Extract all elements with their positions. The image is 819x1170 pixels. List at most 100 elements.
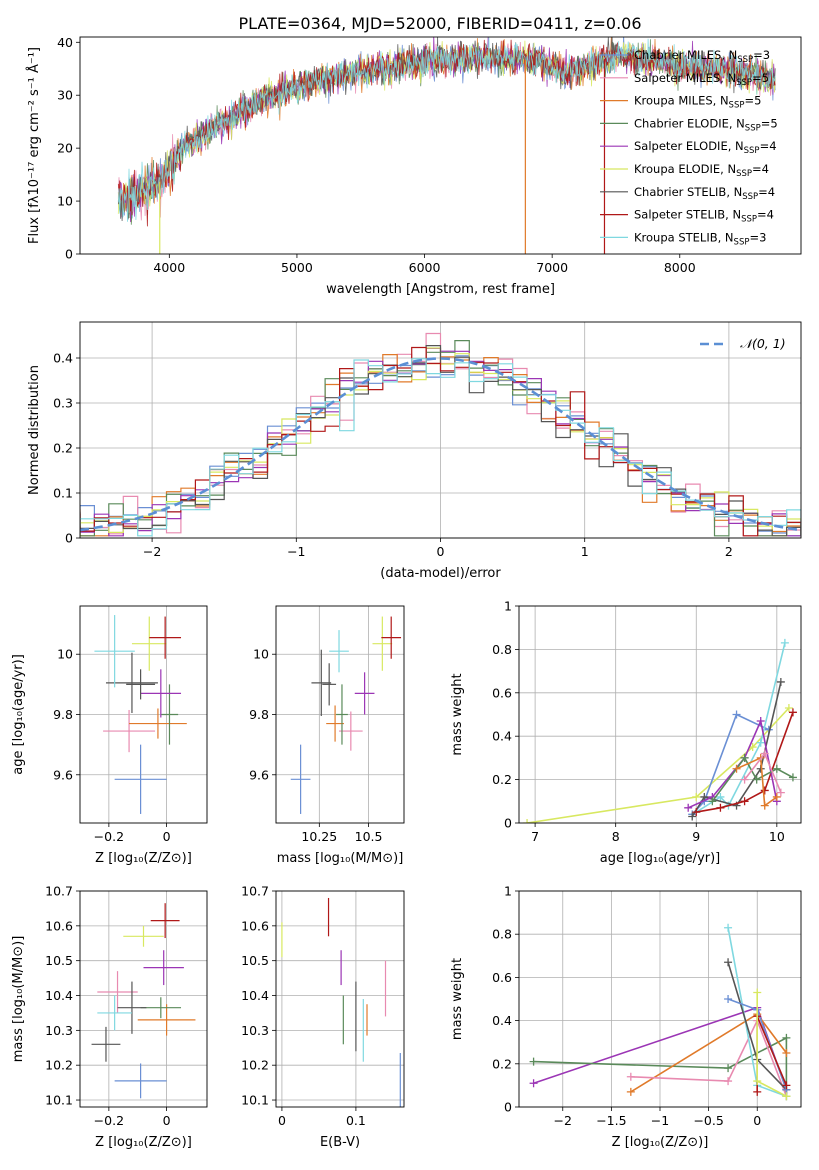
y-tick-label: 10.4: [241, 988, 269, 1003]
figure-title: PLATE=0364, MJD=52000, FIBERID=0411, z=0…: [238, 14, 641, 33]
axes-frame: [79, 605, 208, 824]
errorbar-point: [143, 950, 184, 986]
weight-marker: [692, 792, 701, 801]
legend-label-sub: SSP: [736, 78, 752, 88]
errorbar-point: [339, 711, 363, 751]
errorbar-point: [290, 744, 311, 814]
weight-marker: [626, 1072, 635, 1081]
weight-marker: [752, 775, 761, 784]
legend-label-end: =3: [753, 48, 770, 62]
x-axis-label: mass [log₁₀(M/M⊙)]: [277, 851, 404, 866]
legend-label-end: =3: [749, 230, 766, 244]
legend-label: Chabrier STELIB, NSSP=4: [634, 185, 775, 202]
x-tick-label: 6000: [409, 260, 441, 275]
y-tick-label: 0: [504, 816, 512, 831]
legend-label: Kroupa MILES, NSSP=5: [634, 94, 761, 111]
legend-label-main: Salpeter ELODIE, N: [634, 139, 744, 153]
x-tick-label: 10.25: [301, 829, 337, 844]
x-tick-label: −1: [287, 544, 305, 559]
weight-marker: [708, 797, 717, 806]
x-tick-label: 0: [753, 1113, 761, 1128]
y-tick-label: 0.2: [492, 772, 512, 787]
weight-marker: [788, 708, 797, 717]
x-tick-label: 10: [769, 829, 785, 844]
errorbar-point: [336, 684, 348, 745]
x-tick-label: 0: [437, 544, 445, 559]
weight-marker: [782, 1081, 791, 1090]
legend-label-sub: SSP: [737, 55, 753, 65]
legend-label-main: Kroupa STELIB, N: [634, 230, 734, 244]
weight-marker: [724, 958, 733, 967]
legend-label-sub: SSP: [729, 101, 745, 111]
weight-marker: [529, 1057, 538, 1066]
errorbar-point: [326, 705, 344, 742]
axes-frame: [275, 890, 405, 1108]
gaussian-model-line: [80, 357, 801, 532]
errorbar-point: [322, 663, 337, 706]
age_vs_Z-panel: −0.2 0 9.6 9.8 10 Z [log₁₀(Z/Z⊙)] age [log₁₀(a…: [11, 605, 208, 866]
legend-label-end: =5: [752, 71, 769, 85]
spectrum-panel: 4000 5000 6000 7000 8000 0 10 20 30 40 wavelength …: [26, 35, 802, 297]
errorbar-point: [149, 616, 182, 659]
legend-label: Chabrier ELODIE, NSSP=5: [634, 116, 778, 133]
errorbar-point: [129, 708, 187, 739]
axes-frame: [79, 321, 802, 539]
y-tick-label: 0.8: [492, 927, 512, 942]
weight-marker: [756, 738, 765, 747]
x-tick-label: 9: [692, 829, 700, 844]
weight-marker: [529, 1079, 538, 1088]
legend-label-end: =4: [758, 185, 775, 199]
y-tick-label: 0.4: [492, 1013, 512, 1028]
weight-marker: [760, 786, 769, 795]
axes-frame: [79, 890, 208, 1108]
legend-label-sub: SSP: [745, 123, 761, 133]
y-tick-label: 0: [65, 247, 73, 262]
errorbar-point: [97, 971, 138, 1013]
weight-marker: [740, 797, 749, 806]
weight-marker: [740, 753, 749, 762]
weight-marker: [692, 808, 701, 817]
legend-label-end: =4: [757, 208, 774, 222]
errorbar-point: [97, 995, 132, 1031]
y-axis-label: mass [log₁₀(M/M⊙)]: [11, 936, 26, 1063]
x-tick-label: −1.5: [596, 1113, 626, 1128]
y-tick-label: 0.2: [53, 441, 73, 456]
mass_vs_Z-plot-area: [91, 903, 196, 1099]
y-tick-label: 10.5: [241, 953, 269, 968]
age_vs_mass-panel: 10.25 10.5 9.6 9.8 10 mass [log₁₀(M/M⊙)]: [249, 605, 405, 866]
mass_vs_ebv-plot-area: [281, 897, 401, 1107]
legend-label-sub: SSP: [742, 192, 758, 202]
weight-marker: [684, 803, 693, 812]
errorbar-point: [329, 630, 349, 673]
weight-marker: [760, 749, 769, 758]
y-tick-label: 10.5: [45, 953, 73, 968]
legend-label-main: Chabrier STELIB, N: [634, 185, 742, 199]
y-tick-label: 1: [504, 884, 512, 899]
y-tick-label: 10.6: [241, 918, 269, 933]
errorbar-point: [105, 652, 158, 713]
mass_vs_ebv-panel: 0 0.1 10.1 10.2 10.3 10.4 10.5 10.6 10.7 E(B-V): [241, 884, 405, 1150]
y-tick-label: 10: [57, 194, 73, 209]
y-tick-label: 30: [57, 88, 73, 103]
errorbar-point: [354, 672, 375, 715]
legend-label: Salpeter ELODIE, NSSP=4: [634, 139, 777, 156]
legend-label: Kroupa ELODIE, NSSP=4: [634, 162, 769, 179]
x-tick-label: 0: [163, 829, 171, 844]
weight_vs_age-panel: 7 8 9 10 0 0.2 0.4 0.6 0.8 1 age [log₁₀(age/yr)] ma…: [450, 599, 802, 866]
y-tick-label: 0: [504, 1100, 512, 1115]
age_vs_Z-plot-area: [94, 615, 187, 814]
errorbar-point: [123, 925, 164, 947]
y-tick-label: 0.1: [53, 486, 73, 501]
errorbar-point: [311, 649, 332, 717]
legend-label: Salpeter STELIB, NSSP=4: [634, 208, 774, 225]
y-tick-label: 0: [65, 531, 73, 546]
x-axis-label: age [log₁₀(age/yr)]: [600, 851, 721, 866]
y-tick-label: 10: [57, 647, 73, 662]
x-tick-label: 10.5: [355, 829, 383, 844]
y-tick-label: 10.3: [45, 1023, 73, 1038]
errorbar-point: [381, 616, 402, 659]
weight-marker: [732, 710, 741, 719]
x-tick-label: 0: [278, 1113, 286, 1128]
errorbar-point: [140, 669, 182, 718]
